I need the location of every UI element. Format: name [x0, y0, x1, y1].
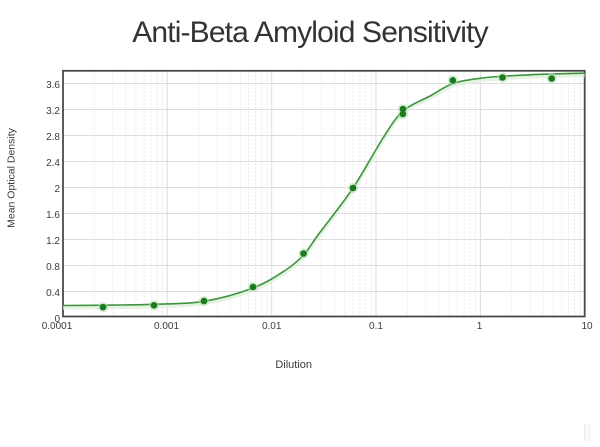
svg-text:10: 10	[581, 321, 593, 332]
svg-text:0.0001: 0.0001	[42, 321, 73, 332]
svg-text:1.2: 1.2	[46, 236, 60, 247]
svg-text:1: 1	[477, 321, 483, 332]
svg-text:Dilution: Dilution	[275, 359, 312, 371]
svg-text:0.4: 0.4	[46, 288, 60, 299]
svg-text:0.01: 0.01	[262, 321, 282, 332]
svg-text:0.001: 0.001	[154, 321, 179, 332]
svg-text:3.2: 3.2	[46, 106, 60, 117]
svg-text:0: 0	[54, 314, 60, 325]
svg-text:2.4: 2.4	[46, 158, 60, 169]
svg-text:1.6: 1.6	[46, 210, 60, 221]
svg-text:2.8: 2.8	[46, 132, 60, 143]
svg-text:3.6: 3.6	[46, 80, 60, 91]
svg-text:0.1: 0.1	[369, 321, 383, 332]
svg-text:0.8: 0.8	[46, 262, 60, 273]
svg-text:2: 2	[54, 184, 60, 195]
svg-text:Mean Optical Density: Mean Optical Density	[6, 127, 18, 228]
